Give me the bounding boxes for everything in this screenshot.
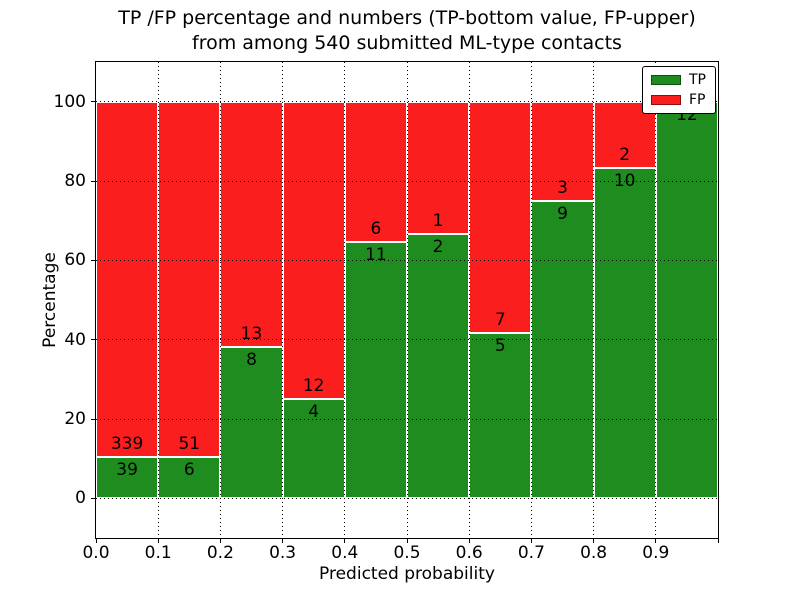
bar-segment-tp [220,347,283,499]
bar-segment-fp [344,101,407,242]
x-tick-label: 0.5 [393,543,421,563]
x-tick [655,539,657,543]
fp-count-label: 1 [432,210,444,231]
fp-count-label: 12 [302,376,325,397]
bar-segment-fp [469,101,532,334]
tp-swatch-icon [651,75,681,85]
y-tick-label: 0 [75,488,86,509]
tp-count-label: 5 [494,336,506,357]
grid-line-vertical [157,62,159,538]
bar-segment-tp [531,200,594,499]
x-tick [406,539,408,543]
chart-title: TP /FP percentage and numbers (TP-bottom… [96,6,718,56]
fp-count-label: 7 [494,310,506,331]
legend: TP FP [642,66,716,114]
tp-count-label: 39 [116,460,138,481]
y-tick [91,180,95,182]
x-tick-label: 0.1 [144,543,172,563]
x-tick-label: 0.8 [580,543,608,563]
tp-count-label: 2 [432,236,444,257]
bar-segment-tp [282,399,345,499]
legend-item-fp: FP [651,93,706,107]
bar-segment-tp [655,101,718,499]
x-tick [530,539,532,543]
fp-count-label: 51 [178,433,201,454]
x-tick-label: 0.0 [82,543,110,563]
x-tick [282,539,284,543]
plot-area: TP FP 339 39 51 6 13 8 12 4 6 11 1 2 7 5 3 9 2 10 12 [95,61,719,539]
x-tick [468,539,470,543]
x-tick [344,539,346,543]
bar-segment-tp [469,333,532,499]
fp-count-label: 3 [557,177,568,198]
y-tick-label: 80 [64,171,86,191]
x-tick-label: 0.4 [331,543,359,563]
x-tick [95,539,97,543]
bar-segment-fp [407,101,470,234]
y-tick [91,497,95,499]
tp-count-label: 6 [183,459,195,480]
x-tick-label: 0.9 [642,543,670,563]
grid-line-vertical [344,62,346,538]
chart-title-line1: TP /FP percentage and numbers (TP-bottom… [118,7,696,29]
x-axis-label: Predicted probability [319,564,495,584]
legend-label-fp: FP [689,92,706,108]
bar-segment-fp [158,101,221,457]
x-tick-label: 0.6 [455,543,483,563]
x-tick [157,539,159,543]
grid-line-vertical [593,62,595,538]
bar-segment-fp [96,101,159,458]
y-tick [91,101,95,103]
fp-count-label: 6 [370,218,382,239]
grid-line-vertical [655,62,657,538]
bar-segment-fp [220,101,283,348]
fp-count-label: 339 [110,434,144,455]
y-tick-label: 40 [64,329,86,350]
fp-count-label: 13 [240,324,263,345]
tp-count-label: 11 [365,244,387,265]
legend-item-tp: TP [651,73,706,87]
grid-line-vertical [530,62,532,538]
bar-segment-tp [344,241,407,499]
bar-segment-fp [282,101,345,400]
legend-label-tp: TP [689,72,706,88]
bar-segment-tp [96,457,159,499]
grid-line-vertical [219,62,221,538]
x-tick-label: 0.2 [206,543,234,563]
bar-segment-tp [593,167,656,499]
bar-segment-fp [531,101,594,201]
y-tick [91,418,95,420]
tp-count-label: 4 [308,402,320,423]
bar-segment-tp [158,456,221,499]
fp-count-label: 2 [619,144,631,165]
fp-swatch-icon [651,95,681,105]
y-tick [91,259,95,261]
bar-segment-tp [407,233,470,499]
x-tick-label: 0.7 [517,543,545,563]
tp-count-label: 8 [246,350,257,371]
x-tick-label: 0.3 [269,543,297,563]
y-tick-label: 100 [53,91,86,112]
y-tick [91,339,95,341]
tp-count-label: 10 [613,170,636,191]
x-tick [219,539,221,543]
chart-title-line2: from among 540 submitted ML-type contact… [192,32,622,54]
tp-count-label: 9 [557,203,568,224]
x-tick [593,539,595,543]
y-tick-label: 20 [64,409,86,429]
grid-line-vertical [468,62,470,538]
grid-line-vertical [406,62,408,538]
x-tick [717,539,719,543]
grid-line-vertical [282,62,284,538]
y-tick-label: 60 [64,250,86,271]
